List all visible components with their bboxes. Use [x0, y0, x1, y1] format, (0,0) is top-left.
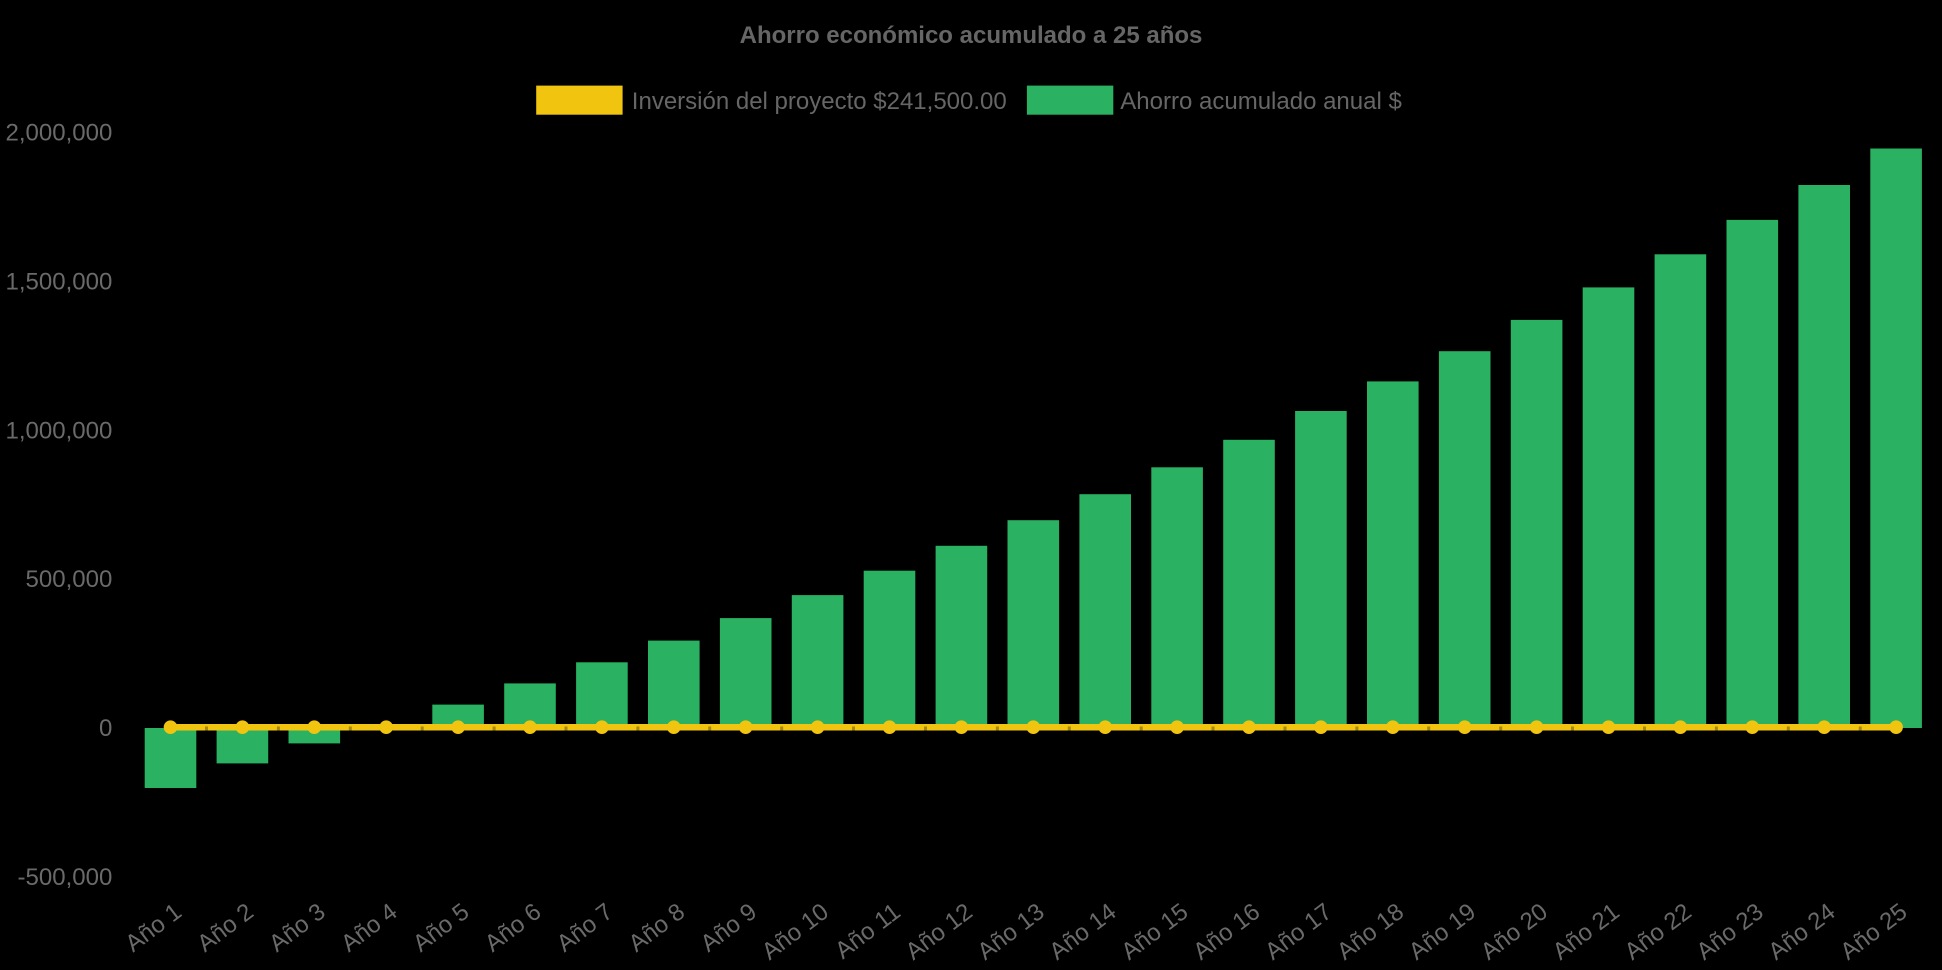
svg-text:1,500,000: 1,500,000 — [6, 269, 113, 296]
svg-text:500,000: 500,000 — [26, 566, 113, 593]
svg-text:Inversión del proyecto $241,50: Inversión del proyecto $241,500.00 — [632, 88, 1007, 115]
svg-text:Ahorro económico acumulado a 2: Ahorro económico acumulado a 25 años — [740, 22, 1203, 49]
svg-text:1,000,000: 1,000,000 — [6, 417, 113, 444]
svg-text:0: 0 — [99, 715, 112, 742]
svg-text:Ahorro acumulado anual $: Ahorro acumulado anual $ — [1120, 88, 1402, 115]
svg-text:2,000,000: 2,000,000 — [6, 120, 113, 147]
svg-text:-500,000: -500,000 — [18, 864, 113, 891]
